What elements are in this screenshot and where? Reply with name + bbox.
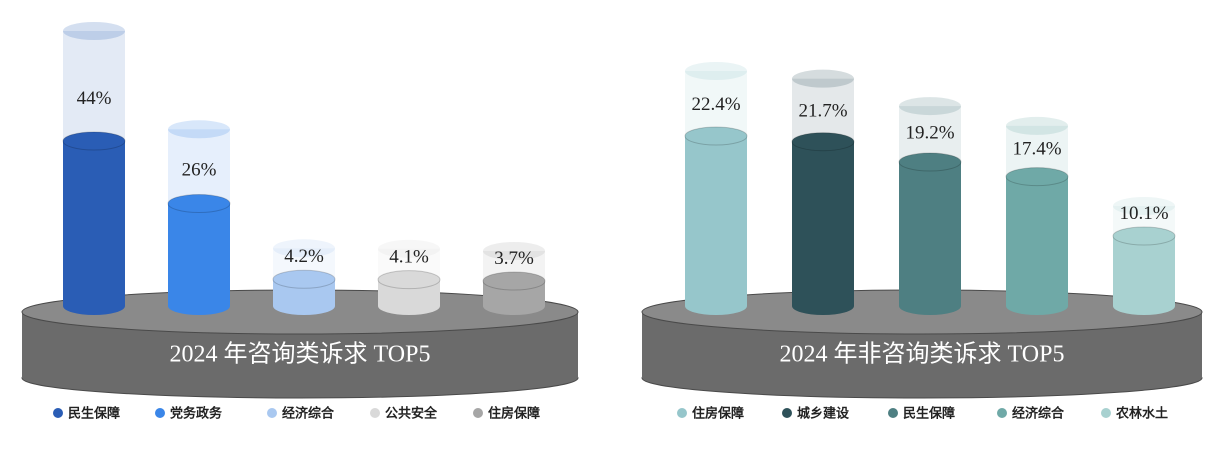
- bar-top: [684, 126, 748, 146]
- bar-ghost-top: [63, 22, 125, 40]
- bar-top: [377, 270, 441, 290]
- bar: [792, 141, 854, 306]
- legend-marker: [370, 408, 380, 418]
- bar: [63, 141, 125, 306]
- bar-top: [272, 269, 336, 289]
- legend-marker: [1101, 408, 1111, 418]
- legend-label: 住房保障: [692, 406, 744, 422]
- legend-label: 住房保障: [488, 406, 540, 422]
- legend-label: 农林水土: [1115, 406, 1168, 422]
- legend-marker: [997, 408, 1007, 418]
- legend-label: 城乡建设: [797, 406, 850, 422]
- value-label: 4.2%: [284, 246, 324, 267]
- value-label: 22.4%: [691, 94, 740, 115]
- legend-marker: [677, 408, 687, 418]
- bar-ghost-top: [483, 242, 545, 260]
- bar-top: [1005, 167, 1069, 187]
- bar-top: [1112, 226, 1176, 246]
- value-label: 17.4%: [1012, 138, 1061, 159]
- legend-marker: [155, 408, 165, 418]
- legend-label: 民生保障: [903, 406, 955, 422]
- bar-ghost-top: [792, 69, 854, 88]
- bar-ghost-top: [899, 97, 961, 116]
- bar-ghost: [63, 31, 125, 141]
- legend-marker: [888, 408, 898, 418]
- legend-label: 经济综合: [1012, 406, 1065, 422]
- bar-ghost: [792, 78, 854, 142]
- legend-marker: [782, 408, 792, 418]
- value-label: 4.1%: [389, 246, 429, 267]
- bar: [1113, 236, 1175, 306]
- bar: [168, 203, 230, 306]
- bar-top: [62, 131, 126, 151]
- bar-ghost-top: [378, 239, 440, 258]
- bar: [899, 162, 961, 306]
- bar-ghost: [685, 71, 747, 136]
- value-label: 10.1%: [1119, 203, 1168, 224]
- bar-ghost-top: [273, 239, 335, 258]
- bar-ghost-top: [685, 62, 747, 80]
- chart-title: 2024 年咨询类诉求 TOP5: [170, 341, 431, 368]
- bar-ghost-top: [1113, 197, 1175, 215]
- legend-label: 党务政务: [170, 406, 223, 422]
- bar: [1006, 176, 1068, 306]
- value-label: 44%: [77, 88, 112, 109]
- bar-ghost-top: [168, 120, 230, 139]
- legend-label: 经济综合: [282, 406, 335, 422]
- bar-top: [482, 271, 546, 291]
- legend-marker: [53, 408, 63, 418]
- value-label: 26%: [182, 159, 217, 180]
- bar-ghost: [899, 106, 961, 163]
- value-label: 3.7%: [494, 248, 534, 269]
- bar-ghost: [168, 129, 230, 204]
- legend-marker: [473, 408, 483, 418]
- bar-top: [898, 152, 962, 172]
- bar-top: [791, 132, 855, 152]
- value-label: 21.7%: [798, 100, 847, 121]
- legend-label: 公共安全: [385, 406, 438, 422]
- bar-top: [167, 194, 231, 214]
- legend-label: 民生保障: [68, 406, 120, 422]
- bar: [685, 136, 747, 306]
- bar-ghost-top: [1006, 116, 1068, 135]
- value-label: 19.2%: [905, 122, 954, 143]
- legend-marker: [267, 408, 277, 418]
- chart-title: 2024 年非咨询类诉求 TOP5: [780, 341, 1065, 368]
